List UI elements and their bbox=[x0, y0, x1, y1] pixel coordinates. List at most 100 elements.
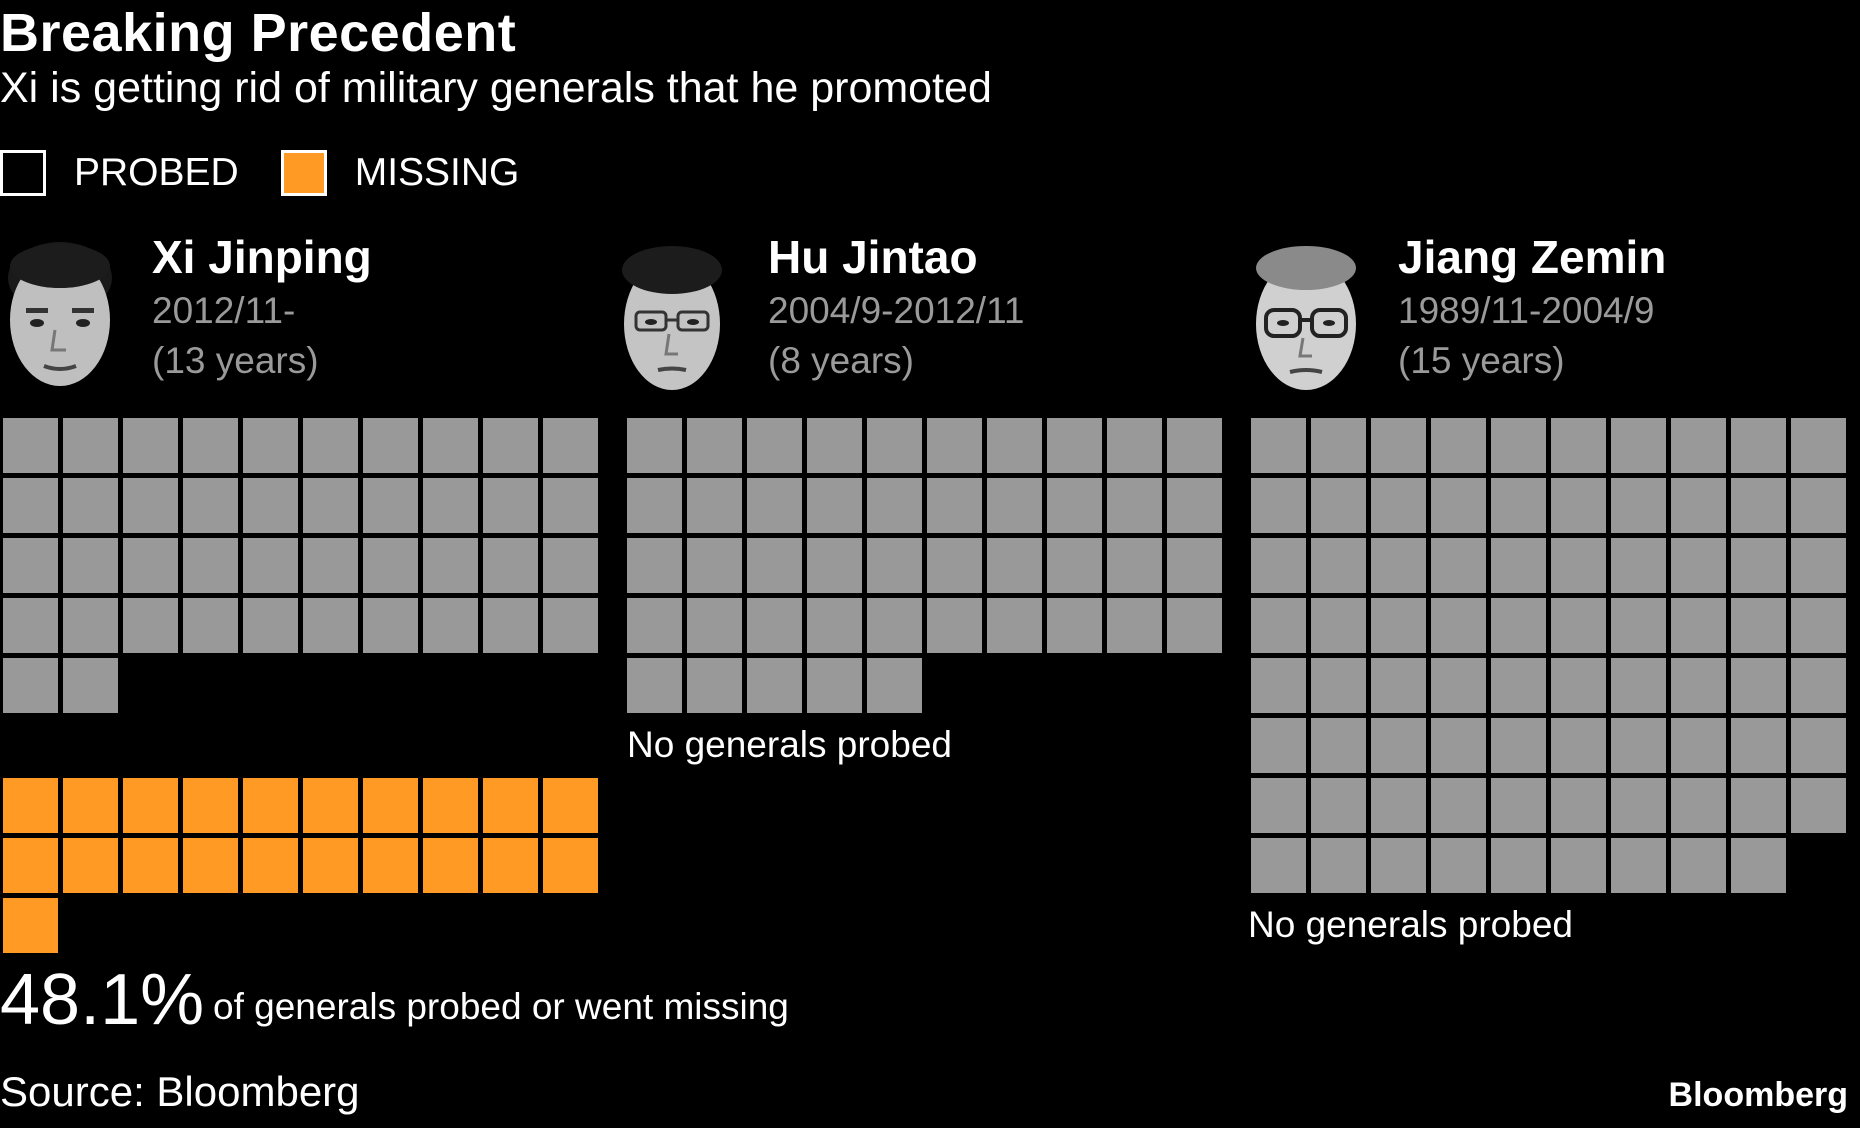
waffle-cell-normal bbox=[423, 478, 478, 533]
waffle-cell-normal bbox=[363, 538, 418, 593]
avatar-xi bbox=[8, 242, 112, 386]
waffle-cell-normal bbox=[423, 598, 478, 653]
waffle-cell-normal bbox=[303, 478, 358, 533]
waffle-cell-normal bbox=[627, 538, 682, 593]
waffle-cell-normal bbox=[747, 418, 802, 473]
waffle-cell-normal bbox=[807, 598, 862, 653]
leader-term-jiang: 1989/11-2004/9 bbox=[1398, 290, 1655, 331]
waffle-cell-probed bbox=[183, 658, 238, 713]
waffle-cell-normal bbox=[123, 538, 178, 593]
waffle-cell-normal bbox=[183, 538, 238, 593]
waffle-cell-normal bbox=[1311, 418, 1366, 473]
chart-title: Breaking Precedent bbox=[0, 3, 517, 63]
waffle-cell-normal bbox=[1431, 718, 1486, 773]
waffle-cell-normal bbox=[987, 598, 1042, 653]
waffle-cell-missing bbox=[543, 778, 598, 833]
waffle-cell-normal bbox=[1167, 418, 1222, 473]
waffle-cell-missing bbox=[303, 778, 358, 833]
waffle-cell-normal bbox=[1671, 598, 1726, 653]
waffle-cell-normal bbox=[1251, 478, 1306, 533]
waffle-cell-normal bbox=[243, 418, 298, 473]
waffle-cell-normal bbox=[1791, 418, 1846, 473]
waffle-cell-normal bbox=[1731, 658, 1786, 713]
stat-label: of generals probed or went missing bbox=[213, 986, 789, 1027]
waffle-cell-normal bbox=[483, 598, 538, 653]
waffle-cell-probed bbox=[483, 658, 538, 713]
waffle-cell-normal bbox=[1791, 598, 1846, 653]
waffle-cell-missing bbox=[63, 838, 118, 893]
waffle-cell-normal bbox=[1611, 838, 1666, 893]
waffle-cell-normal bbox=[1551, 478, 1606, 533]
waffle-cell-normal bbox=[1251, 598, 1306, 653]
waffle-cell-normal bbox=[1371, 838, 1426, 893]
waffle-cell-normal bbox=[927, 538, 982, 593]
waffle-cell-normal bbox=[1671, 418, 1726, 473]
waffle-cell-normal bbox=[1791, 538, 1846, 593]
waffle-cell-normal bbox=[3, 658, 58, 713]
waffle-cell-normal bbox=[1251, 538, 1306, 593]
waffle-cell-normal bbox=[687, 658, 742, 713]
waffle-cell-probed bbox=[243, 658, 298, 713]
waffle-cell-normal bbox=[867, 538, 922, 593]
waffle-cell-normal bbox=[1671, 778, 1726, 833]
waffle-cell-missing bbox=[3, 898, 58, 953]
waffle-cell-normal bbox=[1551, 838, 1606, 893]
waffle-cell-normal bbox=[1371, 778, 1426, 833]
waffle-cell-probed bbox=[423, 718, 478, 773]
waffle-cell-normal bbox=[1311, 658, 1366, 713]
waffle-cell-normal bbox=[543, 418, 598, 473]
note-jiang: No generals probed bbox=[1248, 904, 1573, 945]
waffle-cell-normal bbox=[3, 478, 58, 533]
waffle-cell-normal bbox=[1791, 778, 1846, 833]
waffle-cell-normal bbox=[3, 418, 58, 473]
waffle-cell-normal bbox=[1791, 478, 1846, 533]
waffle-cell-normal bbox=[627, 598, 682, 653]
waffle-cell-normal bbox=[747, 658, 802, 713]
waffle-cell-missing bbox=[243, 778, 298, 833]
waffle-cell-probed bbox=[303, 718, 358, 773]
waffle-cell-normal bbox=[1671, 478, 1726, 533]
waffle-cell-normal bbox=[1311, 478, 1366, 533]
waffle-cell-probed bbox=[363, 658, 418, 713]
waffle-cell-normal bbox=[1251, 418, 1306, 473]
waffle-cell-missing bbox=[183, 838, 238, 893]
leader-name-hu: Hu Jintao bbox=[768, 231, 978, 283]
waffle-cell-normal bbox=[303, 538, 358, 593]
waffle-cell-normal bbox=[1491, 658, 1546, 713]
waffle-cell-normal bbox=[747, 598, 802, 653]
stat-value: 48.1% bbox=[0, 960, 205, 1040]
waffle-cell-normal bbox=[1311, 538, 1366, 593]
source-note: Source: Bloomberg bbox=[0, 1068, 360, 1115]
waffle-cell-normal bbox=[483, 418, 538, 473]
waffle-cell-normal bbox=[423, 418, 478, 473]
waffle-cell-normal bbox=[3, 538, 58, 593]
waffle-cell-normal bbox=[123, 418, 178, 473]
waffle-cell-normal bbox=[3, 598, 58, 653]
waffle-cell-missing bbox=[243, 838, 298, 893]
waffle-cell-normal bbox=[1371, 718, 1426, 773]
waffle-cell-normal bbox=[1047, 598, 1102, 653]
waffle-cell-normal bbox=[627, 658, 682, 713]
waffle-cell-normal bbox=[627, 478, 682, 533]
waffle-cell-missing bbox=[3, 838, 58, 893]
waffle-cell-normal bbox=[1371, 538, 1426, 593]
waffle-cell-normal bbox=[1107, 598, 1162, 653]
waffle-cell-normal bbox=[807, 478, 862, 533]
waffle-cell-normal bbox=[123, 478, 178, 533]
waffle-cell-normal bbox=[1311, 838, 1366, 893]
waffle-cell-normal bbox=[1731, 838, 1786, 893]
waffle-cell-normal bbox=[1731, 718, 1786, 773]
legend: PROBED MISSING bbox=[0, 148, 561, 198]
waffle-cell-normal bbox=[483, 478, 538, 533]
waffle-cell-normal bbox=[1047, 538, 1102, 593]
waffle-cell-normal bbox=[243, 538, 298, 593]
waffle-cell-normal bbox=[1491, 718, 1546, 773]
waffle-cell-probed bbox=[303, 658, 358, 713]
leader-duration-xi: (13 years) bbox=[152, 340, 319, 381]
waffle-cell-normal bbox=[1167, 538, 1222, 593]
waffle-cell-normal bbox=[627, 418, 682, 473]
waffle-cell-normal bbox=[363, 418, 418, 473]
waffle-cell-normal bbox=[1731, 478, 1786, 533]
waffle-cell-normal bbox=[1431, 418, 1486, 473]
waffle-cell-normal bbox=[687, 478, 742, 533]
